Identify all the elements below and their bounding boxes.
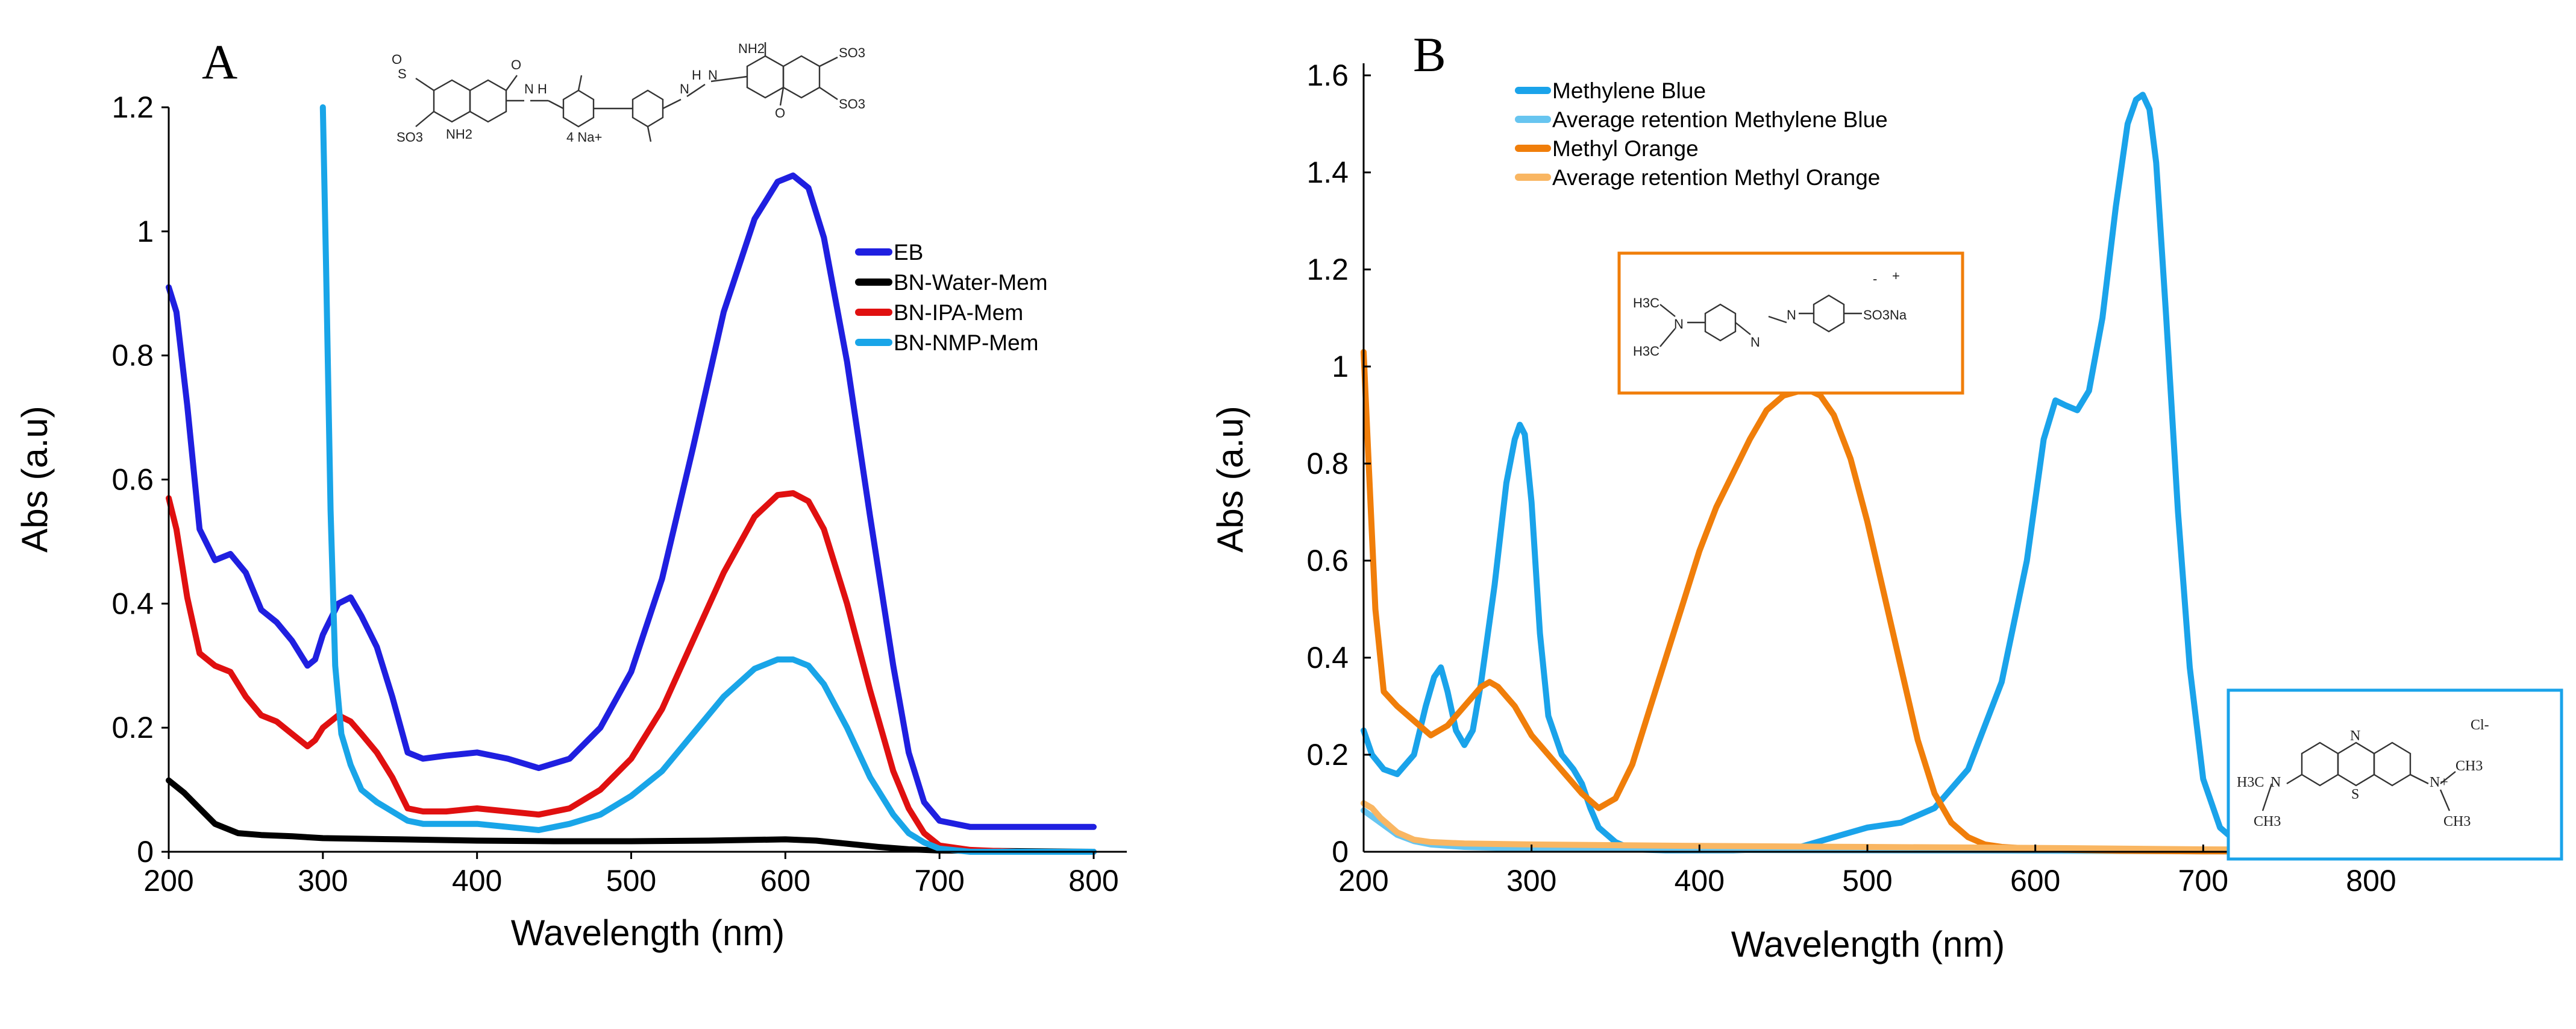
panel-a-y-tick-label: 0.2: [111, 711, 154, 744]
panel-a-series-bn-nmp-mem: [319, 104, 1097, 855]
svg-text:NH2: NH2: [738, 41, 765, 56]
panel-a-series-bn-water-mem: [166, 777, 1097, 855]
panel-a-series-eb: [166, 172, 1097, 830]
panel-b-x-tick-label: 200: [1338, 864, 1388, 898]
panel-a-y-tick-label: 0: [137, 835, 154, 869]
svg-text:NH2: NH2: [446, 127, 472, 142]
panel-b-series-methylene-blue: [1361, 92, 2374, 855]
svg-text:+: +: [1892, 268, 1900, 283]
panel-b-y-tick-label: 0.6: [1306, 544, 1349, 577]
panel-a-x-label: Wavelength (nm): [511, 913, 785, 953]
svg-text:4 Na+: 4 Na+: [566, 130, 602, 145]
panel-b-x-tick-label: 700: [2178, 864, 2228, 898]
panel-a-x-tick-label: 800: [1068, 864, 1118, 898]
svg-text:S: S: [398, 66, 407, 81]
panel-a-letter: A: [202, 34, 237, 89]
svg-text:H3C: H3C: [1633, 344, 1659, 359]
svg-text:O: O: [392, 52, 402, 67]
svg-text:O: O: [775, 105, 785, 121]
svg-text:N: N: [1750, 335, 1760, 350]
svg-text:S: S: [2351, 787, 2359, 802]
panel-b-legend: Methylene Blue Average retention Methylen…: [1515, 78, 1888, 190]
svg-text:O: O: [511, 57, 521, 72]
plot-b-area: [1361, 92, 2374, 855]
panel-a-x-tick-label: 300: [298, 864, 348, 898]
panel-a-y-tick-label: 0.4: [111, 587, 154, 620]
panel-b-letter: B: [1413, 27, 1446, 82]
svg-text:N: N: [2270, 775, 2281, 790]
panel-b-ticks: 200 300 400 500 600 700 800 0 0.2 0.4 0.6 0.8 1 1.2 1.…: [1306, 58, 2396, 898]
svg-text:N: N: [1787, 307, 1796, 323]
svg-text:SO3Na: SO3Na: [1863, 307, 1907, 323]
panel-b-y-label: Abs (a.u): [1210, 406, 1250, 552]
evans-blue-structure: S O SO3 O NH2 N H N H N NH2 O SO3 SO3 4 …: [392, 41, 865, 145]
panel-b-legend-label: Average retention Methylene Blue: [1552, 107, 1888, 132]
svg-text:Cl-: Cl-: [2471, 717, 2489, 733]
panel-a-series-bn-ipa-mem: [166, 490, 1097, 855]
svg-text:H3C: H3C: [2237, 775, 2264, 790]
panel-a-legend-label: BN-IPA-Mem: [894, 300, 1023, 325]
panel-b-y-tick-label: 1.4: [1306, 156, 1349, 189]
panel-a-y-tick-label: 1: [137, 215, 154, 248]
svg-text:H3C: H3C: [1633, 295, 1659, 310]
panel-b-y-tick-label: 0.4: [1306, 641, 1349, 675]
panel-b-y-tick-label: 0.8: [1306, 447, 1349, 480]
svg-text:SO3: SO3: [839, 96, 865, 112]
panel-b-x-tick-label: 300: [1506, 864, 1556, 898]
panel-a-x-tick-label: 500: [606, 864, 656, 898]
svg-text:SO3: SO3: [396, 130, 423, 145]
panel-b-x-tick-label: 400: [1675, 864, 1725, 898]
panel-a-legend-label: BN-NMP-Mem: [894, 330, 1038, 355]
panel-a-x-tick-label: 200: [143, 864, 193, 898]
svg-text:SO3: SO3: [839, 45, 865, 60]
plot-a-area: [166, 104, 1097, 855]
panel-a-legend-label: EB: [894, 240, 923, 265]
panel-a-legend: EB BN-Water-Mem BN-IPA-Mem BN-NMP-Mem: [855, 240, 1048, 355]
svg-text:CH3: CH3: [2254, 814, 2281, 829]
svg-text:N: N: [524, 81, 534, 96]
panel-a: A 200 300 400 500 600 700 800 0 0.2 0.4 0.6 0.8 1 1.2…: [14, 34, 1127, 953]
svg-text:N: N: [1674, 316, 1684, 332]
panel-b-x-tick-label: 500: [1842, 864, 1892, 898]
panel-b-legend-label: Methyl Orange: [1552, 136, 1699, 161]
methylene-blue-structure: N S H3C N CH3 N+ CH3 CH3 Cl-: [2227, 688, 2563, 861]
svg-text:N: N: [680, 81, 689, 96]
panel-b-x-label: Wavelength (nm): [1731, 924, 2005, 964]
svg-text:N: N: [2350, 728, 2360, 744]
panel-b-y-tick-label: 0: [1332, 835, 1349, 869]
panel-a-y-tick-label: 0.6: [111, 463, 154, 497]
panel-a-x-tick-label: 700: [914, 864, 964, 898]
panel-b-y-tick-label: 1.2: [1306, 253, 1349, 286]
panel-b-x-tick-label: 800: [2346, 864, 2396, 898]
panel-b-legend-label: Methylene Blue: [1552, 78, 1706, 103]
svg-text:H: H: [537, 81, 547, 96]
panel-a-y-label: Abs (a.u): [14, 406, 55, 552]
panel-a-y-tick-label: 1.2: [111, 90, 154, 124]
panel-a-x-tick-label: 400: [452, 864, 502, 898]
svg-text:CH3: CH3: [2455, 758, 2483, 774]
panel-a-y-tick-label: 0.8: [111, 339, 154, 373]
panel-b-y-tick-label: 0.2: [1306, 738, 1349, 772]
panel-b-series-methyl-orange: [1361, 348, 2374, 855]
panel-b: B 200 300 400 500 600 700 800 0 0.2 0.4 0.6 0.8 1 1.2…: [1210, 27, 2563, 964]
svg-text:-: -: [1873, 271, 1877, 286]
panel-b-x-tick-label: 600: [2010, 864, 2060, 898]
svg-text:H: H: [692, 68, 701, 83]
panel-b-y-tick-label: 1: [1332, 350, 1349, 383]
svg-text:N: N: [708, 68, 718, 83]
svg-text:N+: N+: [2430, 775, 2448, 790]
panel-a-legend-label: BN-Water-Mem: [894, 270, 1048, 295]
panel-a-ticks: 200 300 400 500 600 700 800 0 0.2 0.4 0.6 0.8 1 1.2: [111, 90, 1118, 898]
methyl-orange-structure: H3C H3C N N N SO3Na - +: [1617, 251, 1964, 395]
panel-b-legend-label: Average retention Methyl Orange: [1552, 165, 1880, 190]
svg-text:CH3: CH3: [2443, 814, 2471, 829]
panel-b-y-tick-label: 1.6: [1306, 58, 1349, 92]
panel-a-x-tick-label: 600: [760, 864, 810, 898]
